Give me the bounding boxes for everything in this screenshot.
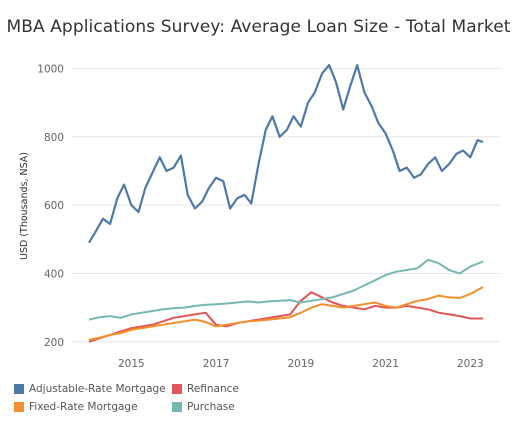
legend-swatch (14, 384, 24, 394)
legend-swatch (172, 384, 182, 394)
x-tick-label: 2017 (203, 358, 230, 370)
y-axis-label: USD (Thousands, NSA) (19, 152, 30, 260)
series-lines (88, 63, 484, 343)
x-tick-label: 2021 (372, 358, 399, 370)
legend-swatch (172, 402, 182, 412)
legend-label: Refinance (187, 383, 239, 395)
y-tick-label: 200 (44, 337, 64, 349)
legend-label: Fixed-Rate Mortgage (29, 401, 138, 413)
x-tick-label: 2019 (287, 358, 314, 370)
series-line-adjustable-rate-mortgage (88, 63, 484, 244)
series-line-purchase (88, 258, 484, 321)
y-tick-label: 1000 (37, 63, 64, 75)
y-tick-label: 400 (44, 268, 64, 280)
series-line-refinance (88, 291, 483, 343)
x-tick-label: 2023 (457, 358, 484, 370)
legend-label: Adjustable-Rate Mortgage (29, 383, 166, 395)
x-axis-ticks: 2015 2017 2019 2021 2023 (118, 358, 484, 370)
y-tick-label: 600 (44, 200, 64, 212)
y-tick-label: 800 (44, 132, 64, 144)
legend-item-refinance: Refinance (172, 383, 239, 395)
gridlines (72, 67, 500, 343)
legend-item-purchase: Purchase (172, 401, 235, 413)
legend-label: Purchase (187, 401, 235, 413)
chart-title: MBA Applications Survey: Average Loan Si… (6, 17, 511, 37)
legend-item-adjustable-rate: Adjustable-Rate Mortgage (14, 383, 166, 395)
legend-item-fixed-rate: Fixed-Rate Mortgage (14, 401, 138, 413)
x-tick-label: 2015 (118, 358, 145, 370)
legend-swatch (14, 402, 24, 412)
y-axis-ticks: 200 400 600 800 1000 (37, 63, 64, 348)
series-line-fixed-rate-mortgage (88, 286, 484, 341)
